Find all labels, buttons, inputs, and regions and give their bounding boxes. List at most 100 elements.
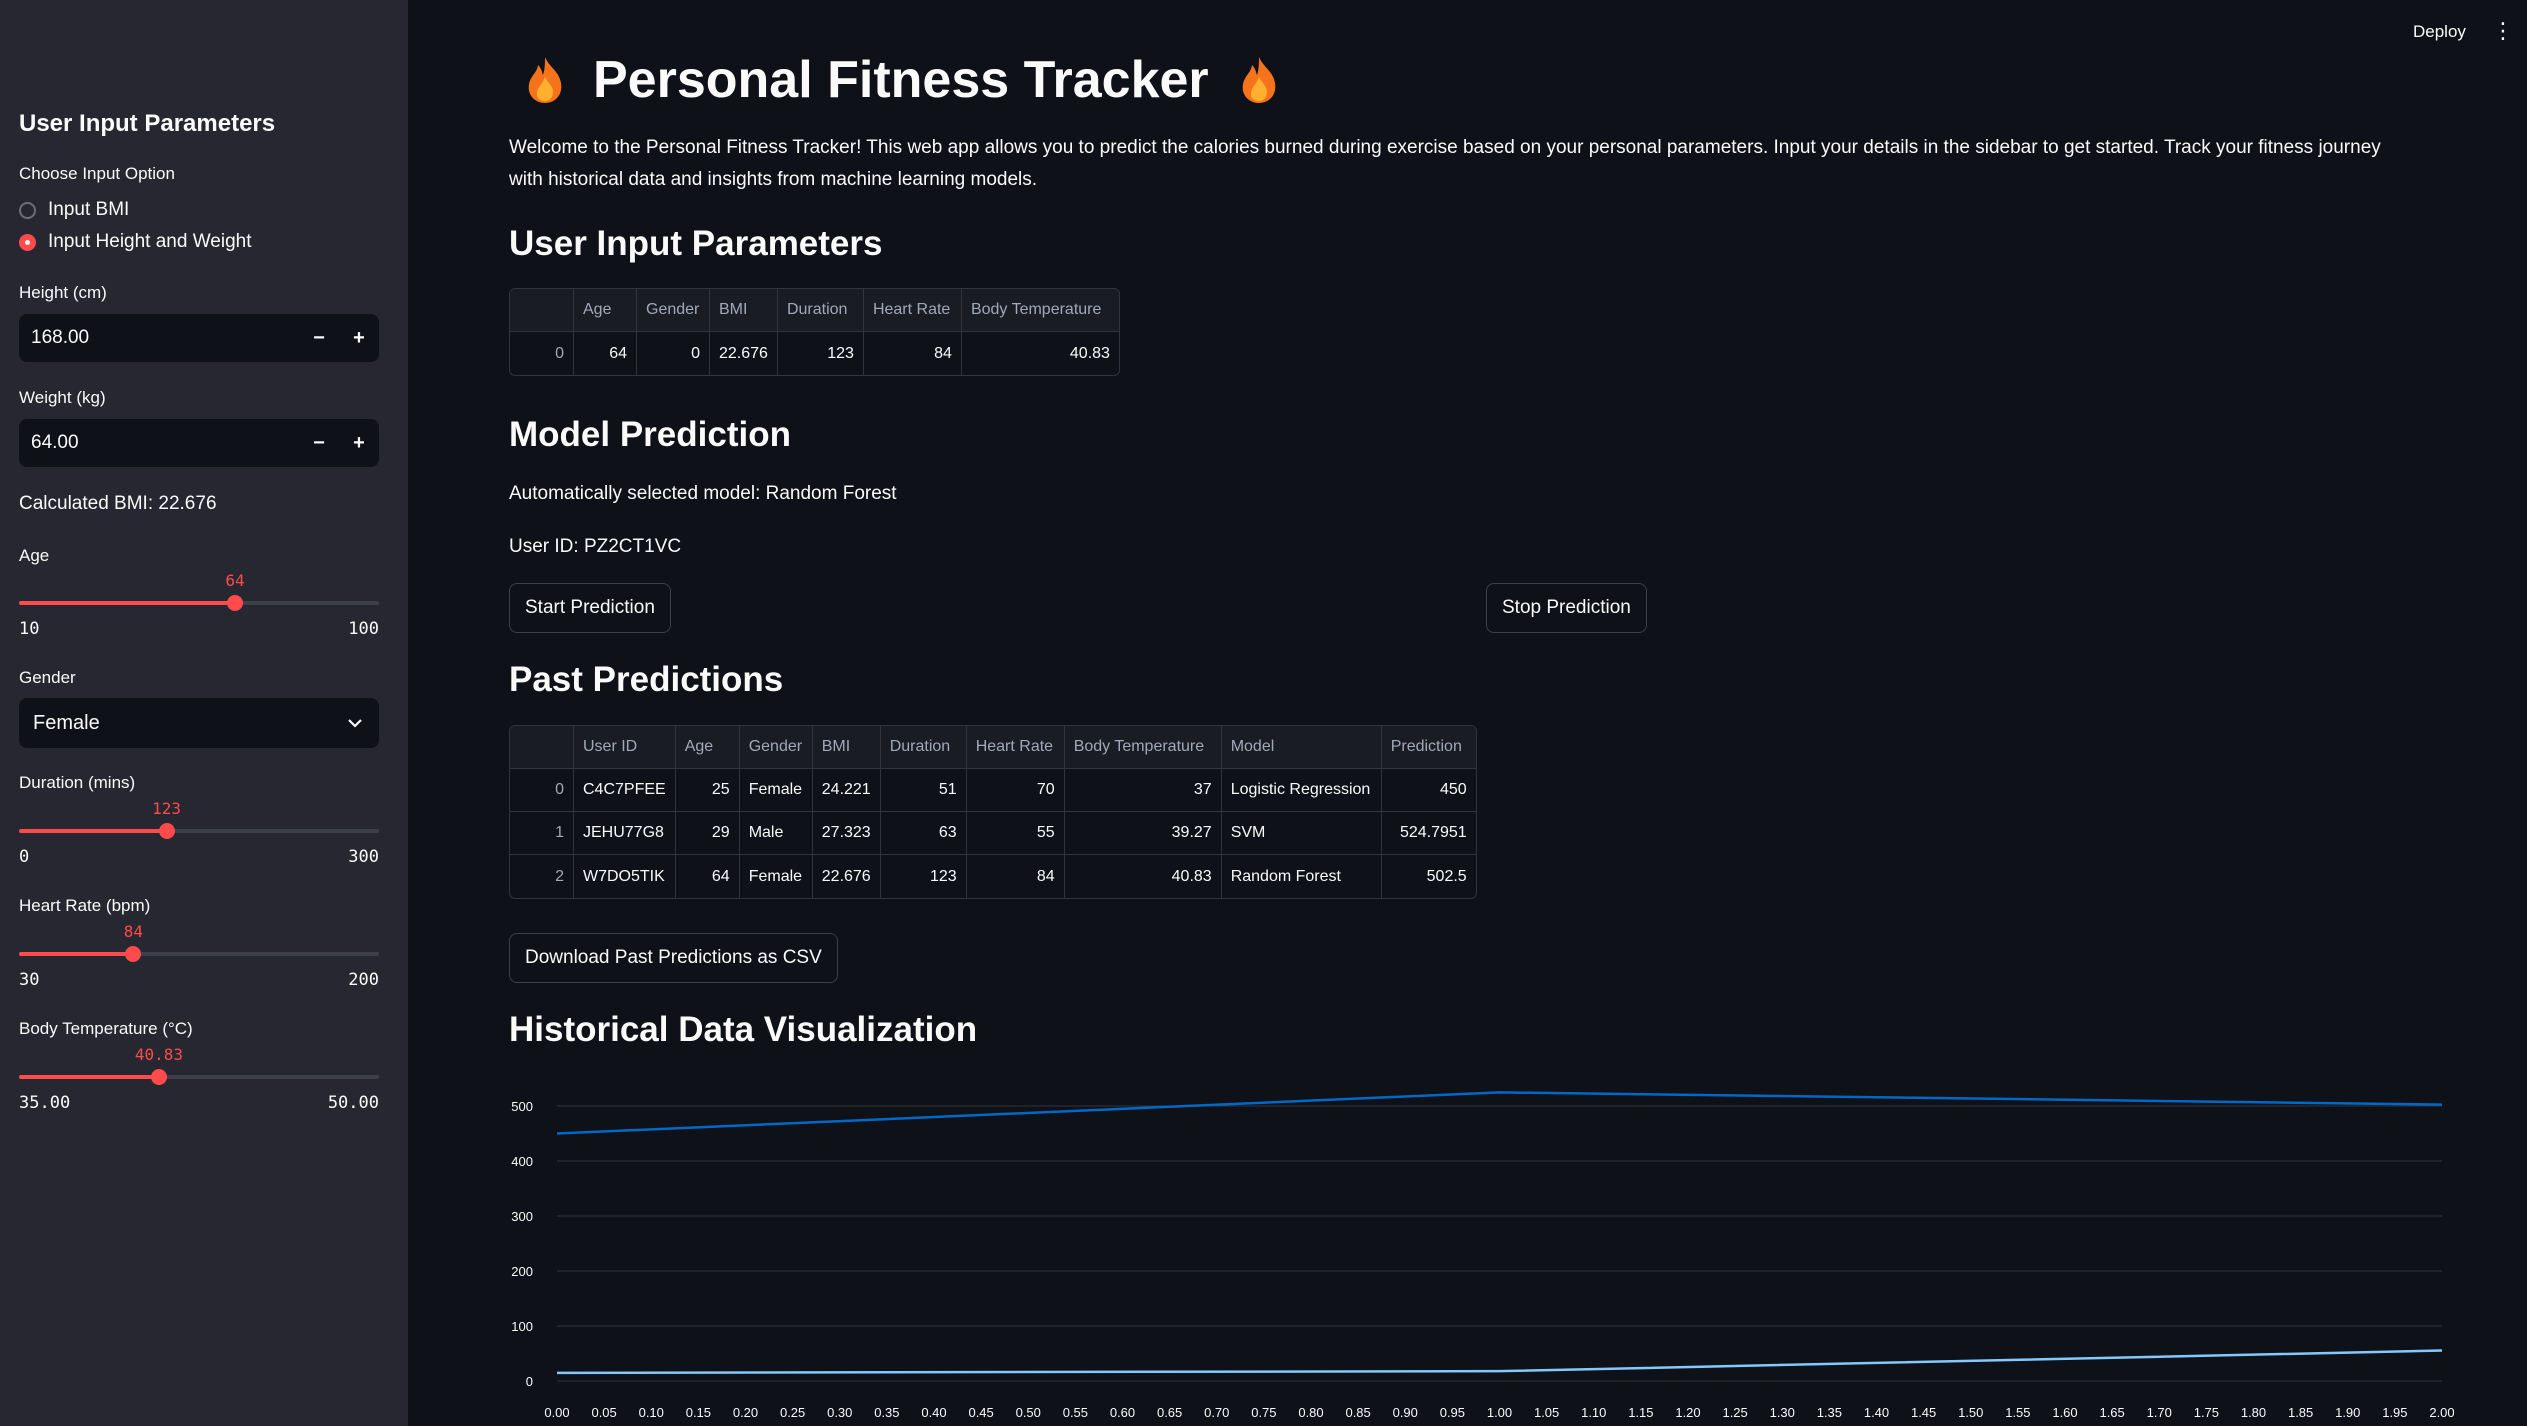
slider-max: 50.00: [327, 1093, 379, 1113]
x-tick-label: 0.30: [827, 1405, 852, 1420]
slider-track[interactable]: [19, 829, 379, 833]
x-tick-label: 0.35: [874, 1405, 899, 1420]
radio-input-bmi[interactable]: Input BMI: [19, 199, 129, 221]
gender-selected-value: Female: [33, 711, 100, 734]
more-menu-icon[interactable]: ⋮: [2492, 18, 2514, 43]
column-header[interactable]: Body Temperature: [1064, 726, 1222, 769]
table-cell[interactable]: 450: [1381, 769, 1476, 812]
table-cell[interactable]: 22.676: [813, 855, 881, 898]
height-decrement-button[interactable]: −: [313, 326, 325, 349]
table-cell[interactable]: 64: [676, 855, 740, 898]
age-slider[interactable]: 64 10 100: [19, 571, 379, 647]
slider-thumb[interactable]: [227, 595, 243, 611]
weight-decrement-button[interactable]: −: [313, 431, 325, 454]
x-tick-label: 0.75: [1251, 1405, 1276, 1420]
table-cell[interactable]: Female: [740, 855, 813, 898]
table-cell[interactable]: 55: [966, 812, 1065, 855]
column-header[interactable]: Heart Rate: [863, 289, 962, 332]
gender-label: Gender: [19, 668, 76, 687]
column-header[interactable]: Age: [574, 289, 637, 332]
table-cell[interactable]: 24.221: [812, 769, 881, 812]
table-cell[interactable]: Random Forest: [1222, 855, 1382, 898]
column-header[interactable]: BMI: [710, 289, 778, 332]
heart-rate-slider[interactable]: 84 30 200: [19, 922, 379, 998]
table-cell[interactable]: JEHU77G8: [574, 812, 676, 855]
radio-dot-icon: [19, 201, 36, 219]
column-header[interactable]: Duration: [880, 726, 967, 769]
page-title-text: Personal Fitness Tracker: [593, 51, 1209, 109]
table-cell[interactable]: Female: [739, 769, 813, 812]
table-row: 2 W7DO5TIK 64 Female 22.676 123 84 40.83…: [510, 855, 1476, 898]
radio-input-height-weight[interactable]: Input Height and Weight: [19, 231, 252, 253]
column-header[interactable]: User ID: [574, 726, 676, 769]
table-cell[interactable]: 84: [967, 855, 1065, 898]
y-tick-label: 400: [511, 1154, 533, 1169]
duration-slider[interactable]: 123 0 300: [19, 799, 379, 875]
table-cell[interactable]: 123: [881, 855, 967, 898]
x-tick-label: 1.65: [2099, 1405, 2124, 1420]
weight-input[interactable]: 64.00 − +: [19, 419, 379, 467]
table-cell[interactable]: 40.83: [1069, 344, 1110, 362]
table-cell[interactable]: 37: [1064, 769, 1222, 812]
x-tick-label: 1.60: [2052, 1405, 2077, 1420]
table-cell[interactable]: Logistic Regression: [1221, 769, 1382, 812]
table-cell[interactable]: 84: [864, 332, 962, 375]
column-header[interactable]: Gender: [637, 289, 710, 332]
slider-thumb[interactable]: [158, 823, 175, 839]
deploy-button[interactable]: Deploy: [2413, 22, 2466, 41]
column-header[interactable]: Age: [675, 726, 740, 769]
slider-max: 300: [348, 847, 379, 867]
page-title: Personal Fitness Tracker: [509, 40, 1281, 120]
slider-thumb[interactable]: [150, 1069, 167, 1085]
table-cell[interactable]: 524.7951: [1381, 812, 1476, 855]
table-cell[interactable]: SVM: [1221, 812, 1382, 855]
radio-dot-selected-icon: [19, 233, 36, 251]
table-cell[interactable]: 29: [675, 812, 740, 855]
table-cell[interactable]: 40.83: [1065, 855, 1222, 898]
stop-prediction-button[interactable]: Stop Prediction: [1486, 583, 1647, 633]
table-cell[interactable]: 502.5: [1426, 867, 1467, 885]
table-cell[interactable]: 51: [880, 769, 967, 812]
start-prediction-button[interactable]: Start Prediction: [509, 583, 671, 633]
x-tick-label: 1.55: [2005, 1405, 2030, 1420]
slider-min: 10: [19, 619, 40, 639]
x-tick-label: 1.75: [2194, 1405, 2219, 1420]
table-cell[interactable]: 64: [574, 332, 637, 375]
table-cell[interactable]: 22.676: [710, 332, 778, 375]
height-increment-button[interactable]: +: [353, 326, 365, 349]
y-tick-label: 0: [526, 1374, 533, 1389]
weight-increment-button[interactable]: +: [353, 431, 365, 454]
gender-select[interactable]: Female: [19, 698, 379, 748]
table-cell[interactable]: C4C7PFEE: [574, 769, 676, 812]
column-header[interactable]: Body Temperature: [961, 289, 1119, 332]
table-cell[interactable]: 70: [966, 769, 1065, 812]
past-predictions-table: User ID Age Gender BMI Duration Heart Ra…: [509, 725, 1477, 899]
body-temperature-slider[interactable]: 40.83 35.00 50.00: [19, 1045, 379, 1121]
table-cell[interactable]: 39.27: [1064, 812, 1222, 855]
slider-track[interactable]: [19, 952, 379, 956]
table-cell[interactable]: 25: [675, 769, 740, 812]
table-cell[interactable]: 123: [778, 332, 864, 375]
weight-value[interactable]: 64.00: [31, 432, 79, 453]
height-value[interactable]: 168.00: [31, 327, 90, 348]
table-cell[interactable]: Male: [739, 812, 813, 855]
slider-value: 123: [152, 799, 182, 818]
table-cell[interactable]: 63: [880, 812, 967, 855]
column-header[interactable]: Heart Rate: [966, 726, 1065, 769]
column-header[interactable]: Gender: [739, 726, 813, 769]
table-cell[interactable]: W7DO5TIK: [574, 855, 676, 898]
download-csv-button[interactable]: Download Past Predictions as CSV: [509, 933, 838, 983]
x-tick-label: 0.45: [968, 1405, 993, 1420]
column-header[interactable]: Duration: [777, 289, 864, 332]
x-tick-label: 0.70: [1204, 1405, 1229, 1420]
slider-value: 84: [123, 922, 143, 941]
column-header[interactable]: BMI: [812, 726, 881, 769]
user-params-heading: User Input Parameters: [509, 224, 883, 263]
slider-track[interactable]: [19, 1075, 379, 1079]
table-cell[interactable]: 0: [637, 332, 710, 375]
table-cell[interactable]: 27.323: [812, 812, 881, 855]
column-header[interactable]: Model: [1221, 726, 1382, 769]
column-header[interactable]: Prediction: [1381, 726, 1476, 769]
slider-thumb[interactable]: [125, 946, 142, 962]
height-input[interactable]: 168.00 − +: [19, 314, 379, 362]
